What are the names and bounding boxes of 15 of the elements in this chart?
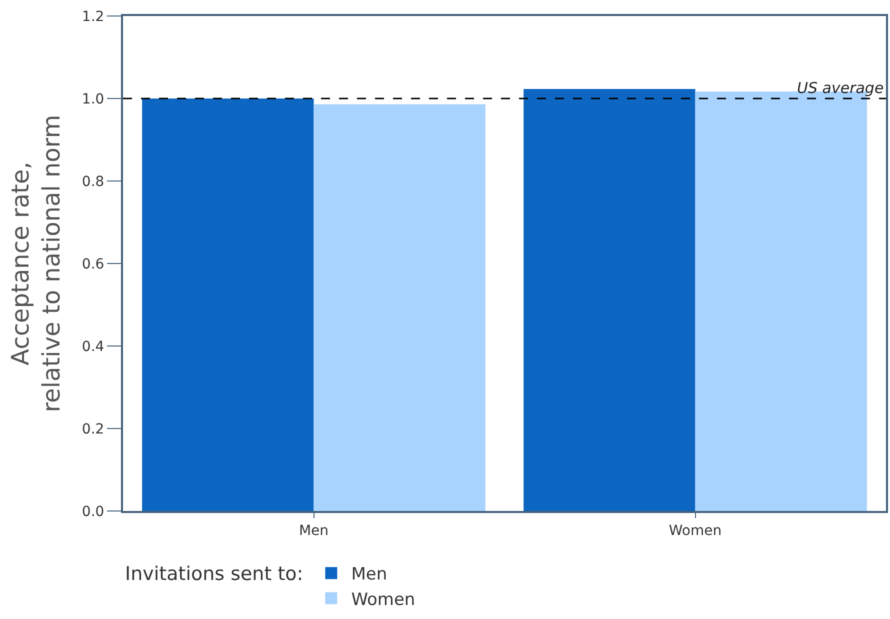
legend-title: Invitations sent to: (125, 563, 304, 586)
ref-line-label: US average (797, 79, 884, 97)
legend-label: Men (351, 564, 388, 585)
legend-label: Women (351, 590, 416, 610)
y-tick-label: 0.0 (82, 504, 104, 520)
y-tick-label: 0.4 (82, 338, 104, 355)
y-tick-label: 1.0 (82, 91, 104, 108)
y-tick-label: 1.2 (82, 8, 104, 25)
y-axis-title: Acceptance rate, relative to national norm (6, 114, 66, 412)
bar (524, 89, 696, 511)
y-tick-label: 0.6 (82, 256, 104, 272)
bar (142, 98, 314, 511)
y-tick-label: 0.8 (82, 174, 104, 190)
bar (314, 104, 486, 511)
y-tick-label: 0.2 (82, 421, 104, 438)
